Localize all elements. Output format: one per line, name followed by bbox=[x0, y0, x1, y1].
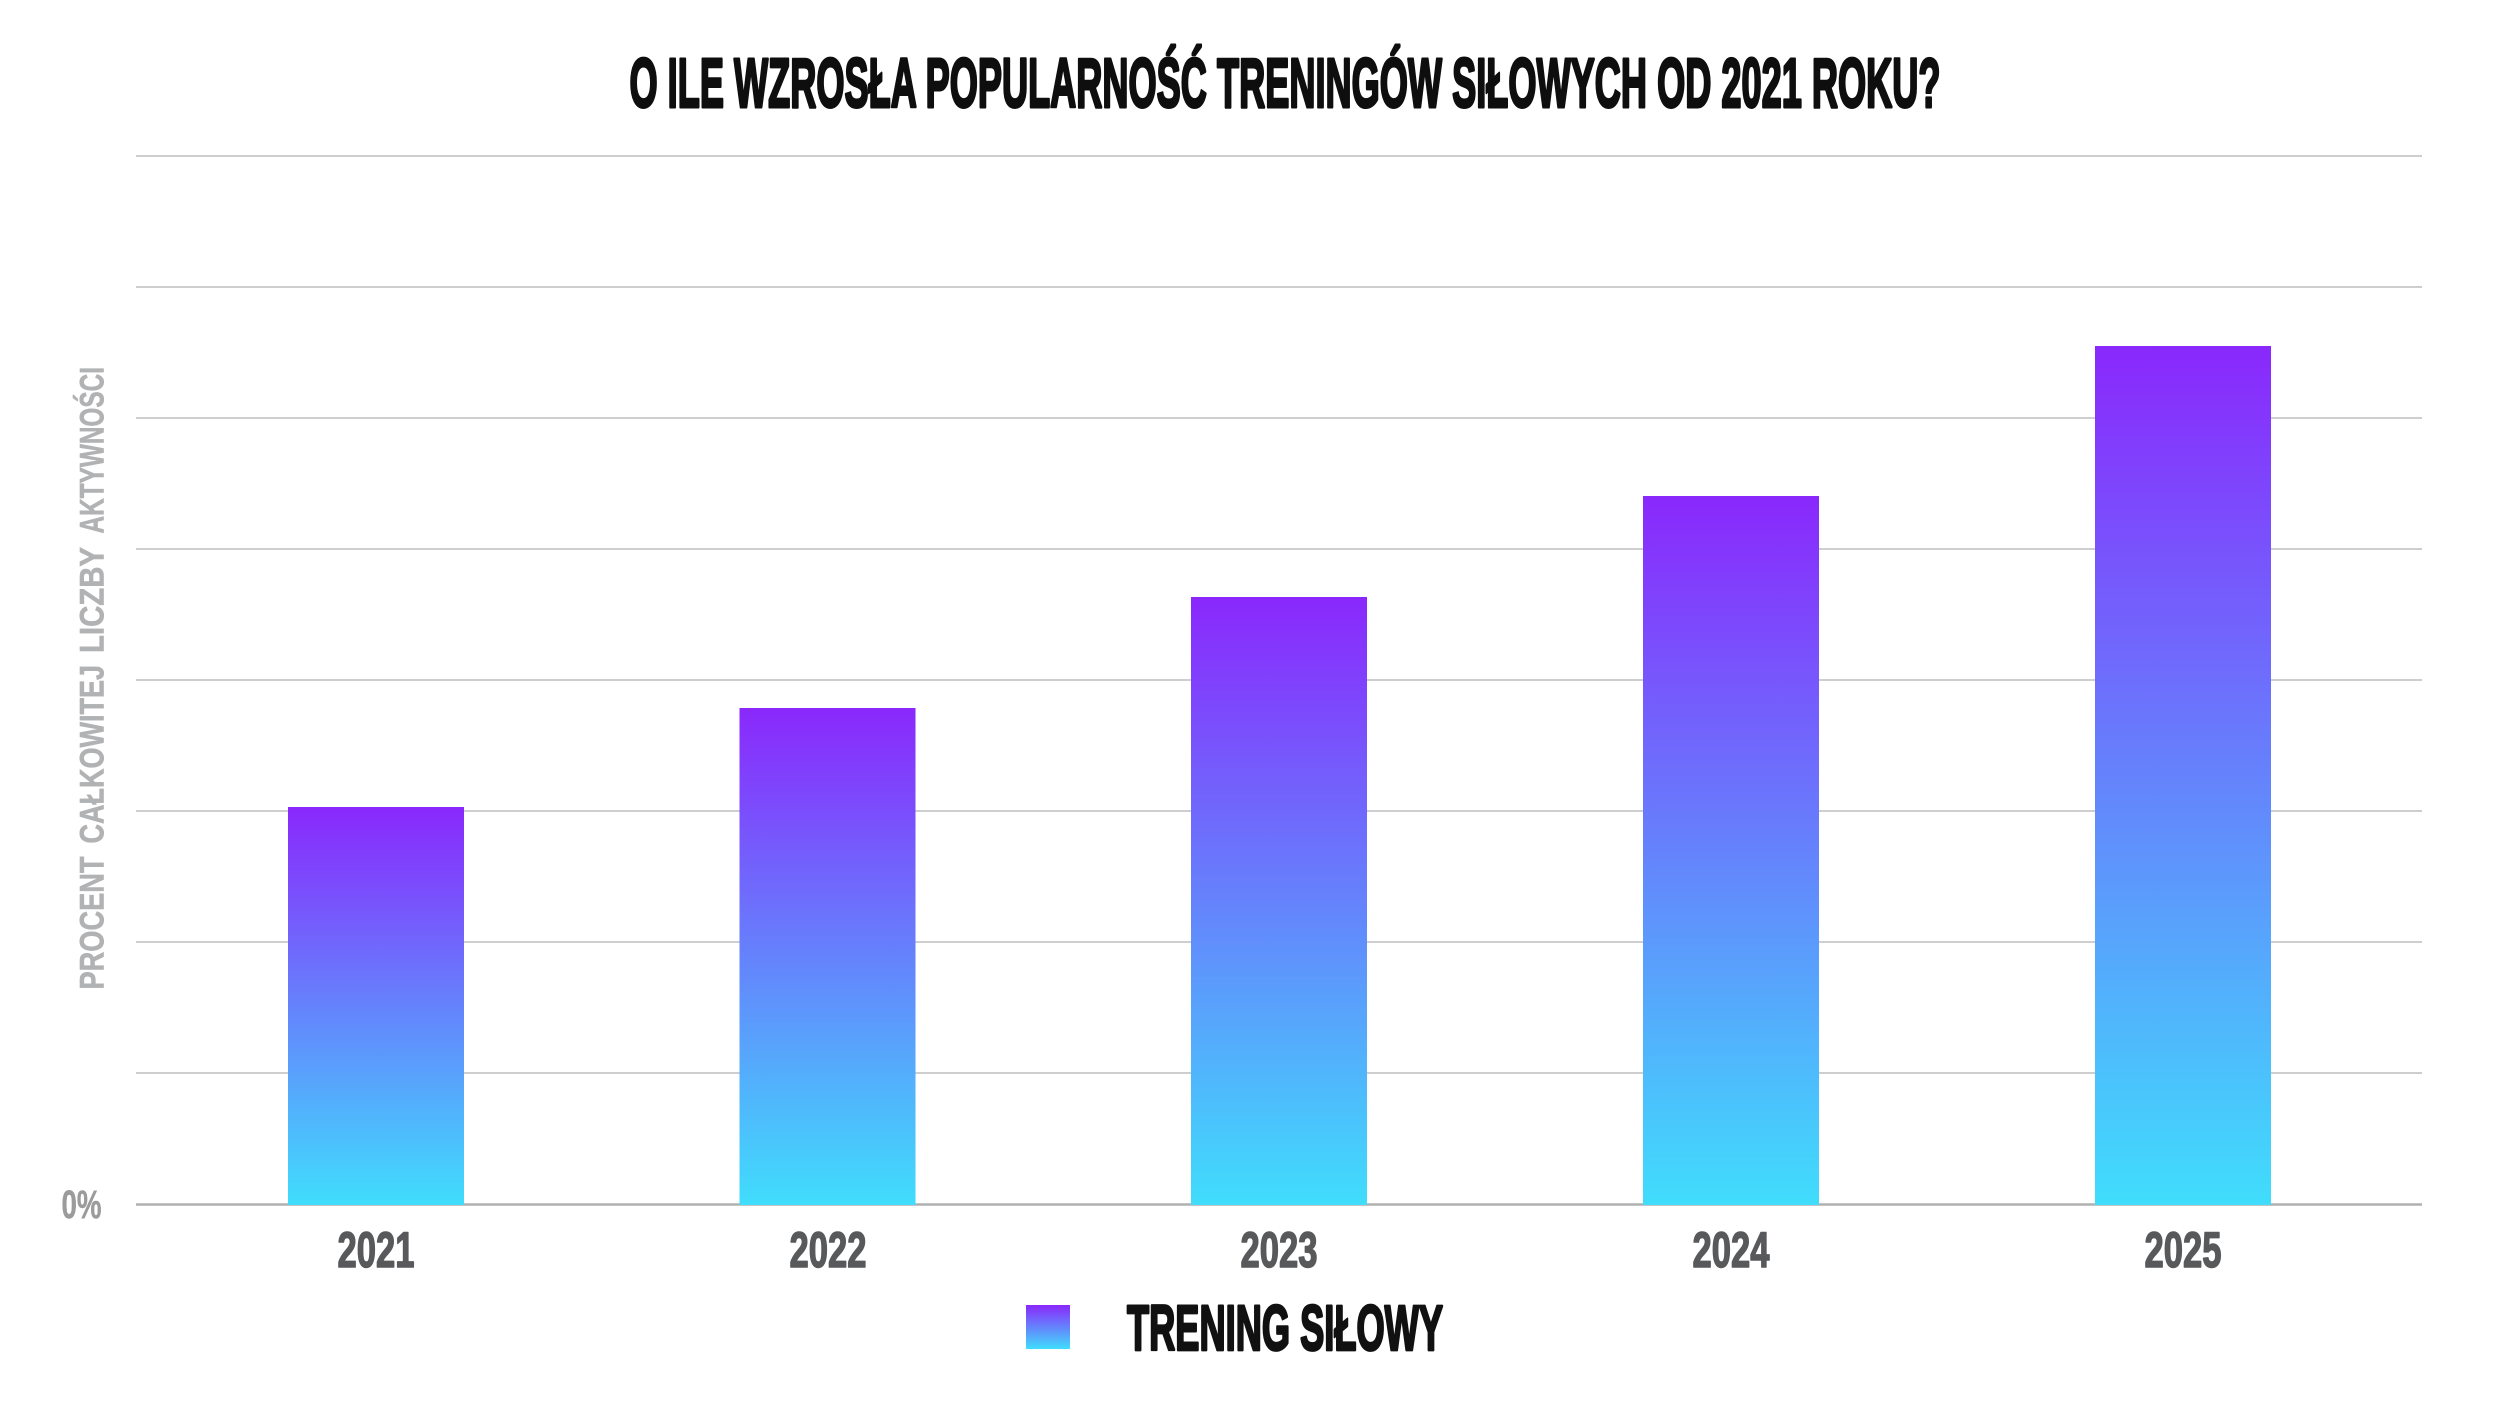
svg-text:AKTYWNOŚCI: AKTYWNOŚCI bbox=[74, 367, 112, 534]
svg-text:2023: 2023 bbox=[1241, 1222, 1318, 1278]
svg-text:LICZBY: LICZBY bbox=[74, 547, 112, 653]
svg-text:2024: 2024 bbox=[1693, 1222, 1770, 1278]
svg-text:2022: 2022 bbox=[790, 1222, 867, 1278]
svg-text:CAŁKOWITEJ: CAŁKOWITEJ bbox=[74, 665, 112, 844]
svg-text:O ILE WZROSŁA POPULARNOŚĆ TREN: O ILE WZROSŁA POPULARNOŚĆ TRENINGÓW SIŁO… bbox=[630, 44, 1941, 122]
svg-text:0%: 0% bbox=[62, 1183, 102, 1227]
svg-text:TRENING SIŁOWY: TRENING SIŁOWY bbox=[1127, 1292, 1443, 1364]
svg-text:2025: 2025 bbox=[2145, 1222, 2222, 1278]
svg-text:PROCENT: PROCENT bbox=[74, 856, 112, 989]
svg-text:2021: 2021 bbox=[338, 1222, 415, 1278]
